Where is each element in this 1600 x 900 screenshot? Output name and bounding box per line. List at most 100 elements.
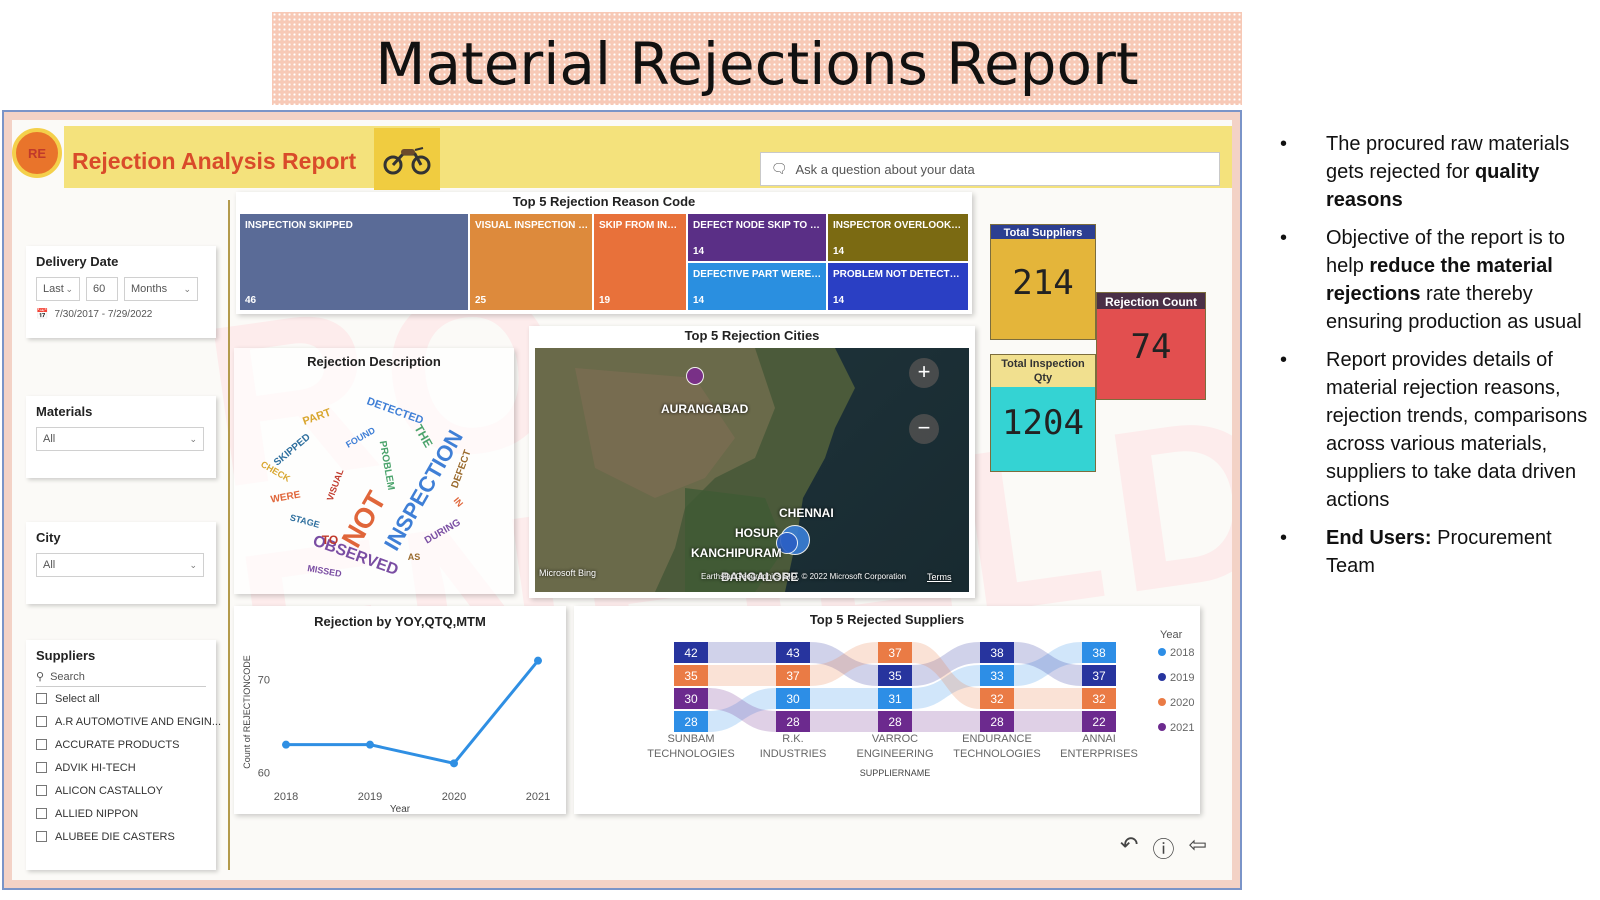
materials-dropdown[interactable]: All ⌄ bbox=[36, 427, 204, 451]
supplier-checkbox-item[interactable]: ALICON CASTALLOY bbox=[36, 779, 206, 802]
supplier-checkbox-item[interactable]: ALUBEE DIE CASTERS bbox=[36, 825, 206, 848]
date-mode-value: Last bbox=[43, 283, 64, 295]
ribbon-bar-segment[interactable] bbox=[980, 665, 1014, 686]
date-range-text: 7/30/2017 - 7/29/2022 bbox=[54, 309, 153, 320]
slide-title: Material Rejections Report bbox=[375, 30, 1139, 98]
ribbon-bar-segment[interactable] bbox=[776, 711, 810, 732]
ribbon-bar-segment[interactable] bbox=[878, 642, 912, 663]
ribbon-bar-segment[interactable] bbox=[1082, 711, 1116, 732]
ribbon-band bbox=[912, 665, 980, 709]
info-icon[interactable]: ⓘ bbox=[1152, 837, 1175, 862]
date-unit-dropdown[interactable]: Months ⌄ bbox=[124, 277, 198, 301]
rejection-cities-map[interactable]: AURANGABAD CHENNAI HOSUR KANCHIPURAM BANGALO… bbox=[535, 348, 969, 592]
supplier-name: ALLIED NIPPON bbox=[55, 807, 139, 820]
word-cloud-card: Rejection Description NOT INSPECTION OBSER… bbox=[234, 348, 514, 594]
report-canvas: RO ENFIELD RE Rejection Analysis Report … bbox=[12, 120, 1232, 880]
supplier-checkbox-item[interactable]: A.R AUTOMOTIVE AND ENGIN... bbox=[36, 710, 221, 733]
ribbon-band bbox=[810, 642, 878, 686]
treemap-tile[interactable]: PROBLEM NOT DETECTED ... 14 bbox=[828, 263, 968, 310]
treemap-tile[interactable]: SKIP FROM INSP... 19 bbox=[594, 214, 686, 310]
ribbon-bar-segment[interactable] bbox=[674, 711, 708, 732]
rejection-count-label: Rejection Count bbox=[1097, 293, 1205, 309]
supplier-search-placeholder: Search bbox=[50, 670, 85, 683]
checkbox[interactable] bbox=[36, 831, 47, 842]
tile-value: 14 bbox=[833, 295, 845, 306]
legend-label[interactable]: 2021 bbox=[1170, 722, 1194, 734]
bullet-emphasis: quality reasons bbox=[1326, 161, 1540, 211]
ribbon-bar-segment[interactable] bbox=[878, 688, 912, 709]
ribbon-bar-segment[interactable] bbox=[674, 688, 708, 709]
supplier-checkbox-item[interactable]: ACCURATE PRODUCTS bbox=[36, 733, 206, 756]
checkbox[interactable] bbox=[36, 739, 47, 750]
ribbon-bar-segment[interactable] bbox=[776, 665, 810, 686]
legend-marker bbox=[1158, 723, 1166, 731]
line-point[interactable] bbox=[366, 740, 374, 749]
supplier-checkbox-item[interactable]: ALLIED NIPPON bbox=[36, 802, 206, 825]
tile-label: DEFECT NODE SKIP TO PDI ... bbox=[693, 220, 823, 231]
supplier-checkbox-item[interactable]: ADVIK HI-TECH bbox=[36, 756, 206, 779]
date-count-input[interactable]: 60 bbox=[86, 277, 118, 301]
tile-label: VISUAL INSPECTION SKI... bbox=[475, 220, 589, 231]
treemap-tile[interactable]: DEFECT NODE SKIP TO PDI ... 14 bbox=[688, 214, 826, 261]
segment-value-label: 31 bbox=[888, 692, 902, 706]
category-label: R.K. INDUSTRIES bbox=[760, 733, 827, 760]
checkbox[interactable] bbox=[36, 762, 47, 773]
zoom-out-button[interactable]: − bbox=[909, 414, 939, 444]
ribbon-bar-segment[interactable] bbox=[878, 665, 912, 686]
ribbon-bar-segment[interactable] bbox=[980, 711, 1014, 732]
checkbox[interactable] bbox=[36, 716, 47, 727]
segment-value-label: 43 bbox=[786, 646, 800, 660]
ribbon-bar-segment[interactable] bbox=[1082, 642, 1116, 663]
ribbon-bar-segment[interactable] bbox=[1082, 665, 1116, 686]
checkbox[interactable] bbox=[36, 785, 47, 796]
date-mode-dropdown[interactable]: Last ⌄ bbox=[36, 277, 80, 301]
undo-icon[interactable]: ↶ bbox=[1120, 832, 1139, 857]
word-cloud-word: STAGE bbox=[289, 512, 321, 530]
segment-value-label: 32 bbox=[1092, 692, 1106, 706]
segment-value-label: 35 bbox=[888, 669, 902, 683]
rejected-suppliers-ribbon-chart: Top 5 Rejected Suppliers 28 42 35 30 SUNBAM TE… bbox=[647, 612, 1194, 778]
select-all-checkbox[interactable]: Select all bbox=[36, 687, 206, 710]
ribbon-band bbox=[708, 665, 776, 686]
map-terms-link[interactable]: Terms bbox=[927, 572, 952, 582]
treemap-tile[interactable]: INSPECTION SKIPPED 46 bbox=[240, 214, 468, 310]
zoom-in-button[interactable]: + bbox=[909, 358, 939, 388]
qa-placeholder: Ask a question about your data bbox=[795, 161, 975, 177]
line-point[interactable] bbox=[450, 759, 458, 768]
checkbox[interactable] bbox=[36, 693, 47, 704]
ribbon-band bbox=[810, 642, 878, 686]
line-point[interactable] bbox=[534, 656, 542, 665]
ribbon-band bbox=[708, 688, 776, 732]
legend-label[interactable]: 2020 bbox=[1170, 697, 1194, 709]
segment-value-label: 42 bbox=[684, 646, 698, 660]
ribbon-bar-segment[interactable] bbox=[776, 642, 810, 663]
city-marker[interactable] bbox=[776, 532, 798, 554]
map-attribution-left: Microsoft Bing bbox=[539, 568, 597, 578]
treemap-tile[interactable]: INSPECTOR OVERLOOKED ... 14 bbox=[828, 214, 968, 261]
ribbon-bar-segment[interactable] bbox=[980, 688, 1014, 709]
city-dropdown[interactable]: All ⌄ bbox=[36, 553, 204, 577]
supplier-search-input[interactable]: ⚲ Search bbox=[36, 667, 206, 687]
chevron-down-icon: ⌄ bbox=[189, 433, 197, 444]
suppliers-slicer: Suppliers ⚲ Search Select all A.R AUTOMOT… bbox=[26, 640, 221, 870]
ribbon-bar-segment[interactable] bbox=[878, 711, 912, 732]
bullet-text: Procurement Team bbox=[1326, 527, 1552, 577]
treemap-tile[interactable]: DEFECTIVE PART WERE DES... 14 bbox=[688, 263, 826, 310]
ribbon-bar-segment[interactable] bbox=[674, 665, 708, 686]
legend-label[interactable]: 2018 bbox=[1170, 647, 1194, 659]
line-point[interactable] bbox=[282, 740, 290, 749]
city-value: All bbox=[43, 559, 56, 571]
city-marker[interactable] bbox=[686, 367, 704, 385]
back-icon[interactable]: ⇦ bbox=[1188, 832, 1207, 857]
reason-code-treemap-card: Top 5 Rejection Reason Code INSPECTION S… bbox=[236, 192, 972, 314]
ribbon-bar-segment[interactable] bbox=[674, 642, 708, 663]
qa-question-box[interactable]: 🗨 Ask a question about your data bbox=[760, 152, 1220, 186]
treemap-tile[interactable]: VISUAL INSPECTION SKI... 25 bbox=[470, 214, 592, 310]
ribbon-bar-segment[interactable] bbox=[776, 688, 810, 709]
summary-bullet: The procured raw materials gets rejected… bbox=[1280, 130, 1590, 214]
ribbon-bar-segment[interactable] bbox=[1082, 688, 1116, 709]
legend-label[interactable]: 2019 bbox=[1170, 672, 1194, 684]
checkbox[interactable] bbox=[36, 808, 47, 819]
ribbon-bar-segment[interactable] bbox=[980, 642, 1014, 663]
